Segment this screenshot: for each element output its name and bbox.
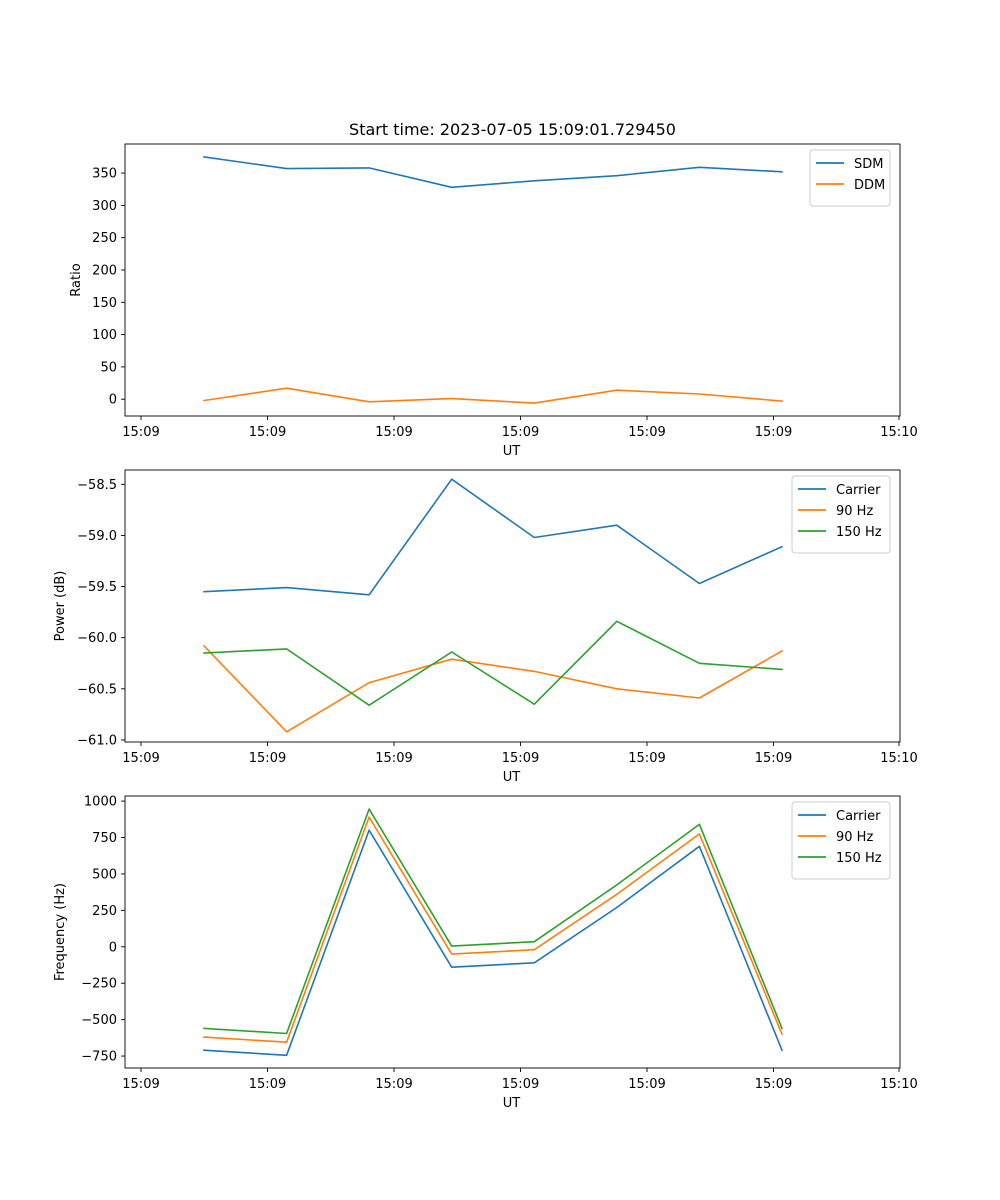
- y-tick-label: 0: [109, 393, 117, 408]
- subplot-3: −750 −500 −250 0 250 500 750 1000 15:09 15:09 15:0…: [53, 795, 918, 1111]
- y-tick-label: 250: [92, 904, 117, 919]
- y-axis-label: Ratio: [69, 263, 84, 296]
- y-tick-label: 300: [92, 199, 117, 214]
- legend: Carrier 90 Hz 150 Hz: [791, 801, 891, 880]
- legend-entry-label: 90 Hz: [836, 830, 873, 845]
- y-tick-label: 100: [92, 328, 117, 343]
- x-tick-label: 15:09: [755, 1077, 792, 1092]
- x-tick-label: 15:09: [122, 751, 159, 766]
- x-tick-label: 15:09: [375, 425, 412, 440]
- series-line-ddm: [203, 387, 783, 404]
- y-axis-label: Frequency (Hz): [53, 883, 68, 981]
- series-line-90-hz: [203, 816, 784, 1043]
- legend-entry-label: 150 Hz: [836, 851, 882, 866]
- x-tick-label: 15:09: [628, 1077, 665, 1092]
- series-line-150-hz: [203, 808, 784, 1035]
- x-tick-label: 15:10: [880, 1077, 917, 1092]
- y-tick-label: −500: [81, 1013, 117, 1028]
- x-tick-label: 15:09: [502, 425, 539, 440]
- axes-frame: [124, 469, 901, 743]
- series-line-carrier: [203, 478, 784, 596]
- series-line-carrier: [203, 829, 784, 1057]
- x-tick-label: 15:09: [249, 751, 286, 766]
- y-tick-label: −61.0: [77, 733, 117, 748]
- axes-frame: [124, 795, 901, 1069]
- y-tick-label: 0: [109, 940, 117, 955]
- series-line-sdm: [203, 155, 783, 189]
- x-axis-label: UT: [503, 444, 521, 459]
- subplot-1: Start time: 2023-07-05 15:09:01.729450 0 5…: [69, 120, 918, 459]
- x-tick-label: 15:09: [502, 751, 539, 766]
- x-tick-label: 15:09: [249, 1077, 286, 1092]
- x-tick-label: 15:09: [249, 425, 286, 440]
- legend-entry-label: Carrier: [836, 483, 881, 498]
- x-tick-label: 15:09: [755, 751, 792, 766]
- y-tick-label: 200: [92, 263, 117, 278]
- legend: SDM DDM: [809, 149, 891, 207]
- x-tick-label: 15:10: [880, 751, 917, 766]
- x-tick-label: 15:09: [375, 751, 412, 766]
- legend-box: [791, 475, 891, 554]
- x-tick-label: 15:09: [375, 1077, 412, 1092]
- x-tick-label: 15:09: [122, 425, 159, 440]
- x-axis-label: UT: [503, 1096, 521, 1111]
- x-tick-label: 15:09: [502, 1077, 539, 1092]
- legend-entry-label: Carrier: [836, 809, 881, 824]
- y-tick-label: 500: [92, 867, 117, 882]
- y-tick-label: −750: [81, 1050, 117, 1065]
- series-line-150-hz: [203, 620, 783, 707]
- y-tick-label: 750: [92, 831, 117, 846]
- legend-entry-label: SDM: [854, 157, 883, 172]
- y-tick-label: 1000: [84, 795, 117, 810]
- y-tick-label: −60.5: [77, 682, 117, 697]
- y-tick-label: −59.0: [77, 529, 117, 544]
- y-tick-label: 350: [92, 167, 117, 182]
- legend-box: [809, 149, 891, 207]
- axes-frame: [124, 143, 901, 417]
- x-tick-label: 15:10: [880, 425, 917, 440]
- x-tick-label: 15:09: [628, 751, 665, 766]
- x-tick-label: 15:09: [122, 1077, 159, 1092]
- y-axis-label: Power (dB): [53, 571, 68, 642]
- y-tick-label: −58.5: [77, 478, 117, 493]
- legend: Carrier 90 Hz 150 Hz: [791, 475, 891, 554]
- y-tick-label: −59.5: [77, 580, 117, 595]
- legend-entry-label: DDM: [854, 178, 885, 193]
- legend-entry-label: 150 Hz: [836, 525, 882, 540]
- x-axis-label: UT: [503, 770, 521, 785]
- y-tick-label: 250: [92, 231, 117, 246]
- y-tick-label: −250: [81, 977, 117, 992]
- y-tick-label: 50: [100, 360, 117, 375]
- x-tick-label: 15:09: [755, 425, 792, 440]
- legend-box: [791, 801, 891, 880]
- subplot-2: −61.0 −60.5 −60.0 −59.5 −59.0 −58.5 15:09 15:09…: [53, 469, 918, 785]
- series-line-90-hz: [202, 644, 784, 733]
- legend-entry-label: 90 Hz: [836, 504, 873, 519]
- x-tick-label: 15:09: [628, 425, 665, 440]
- y-tick-label: −60.0: [77, 631, 117, 646]
- chart-title: Start time: 2023-07-05 15:09:01.729450: [349, 120, 676, 139]
- y-tick-label: 150: [92, 296, 117, 311]
